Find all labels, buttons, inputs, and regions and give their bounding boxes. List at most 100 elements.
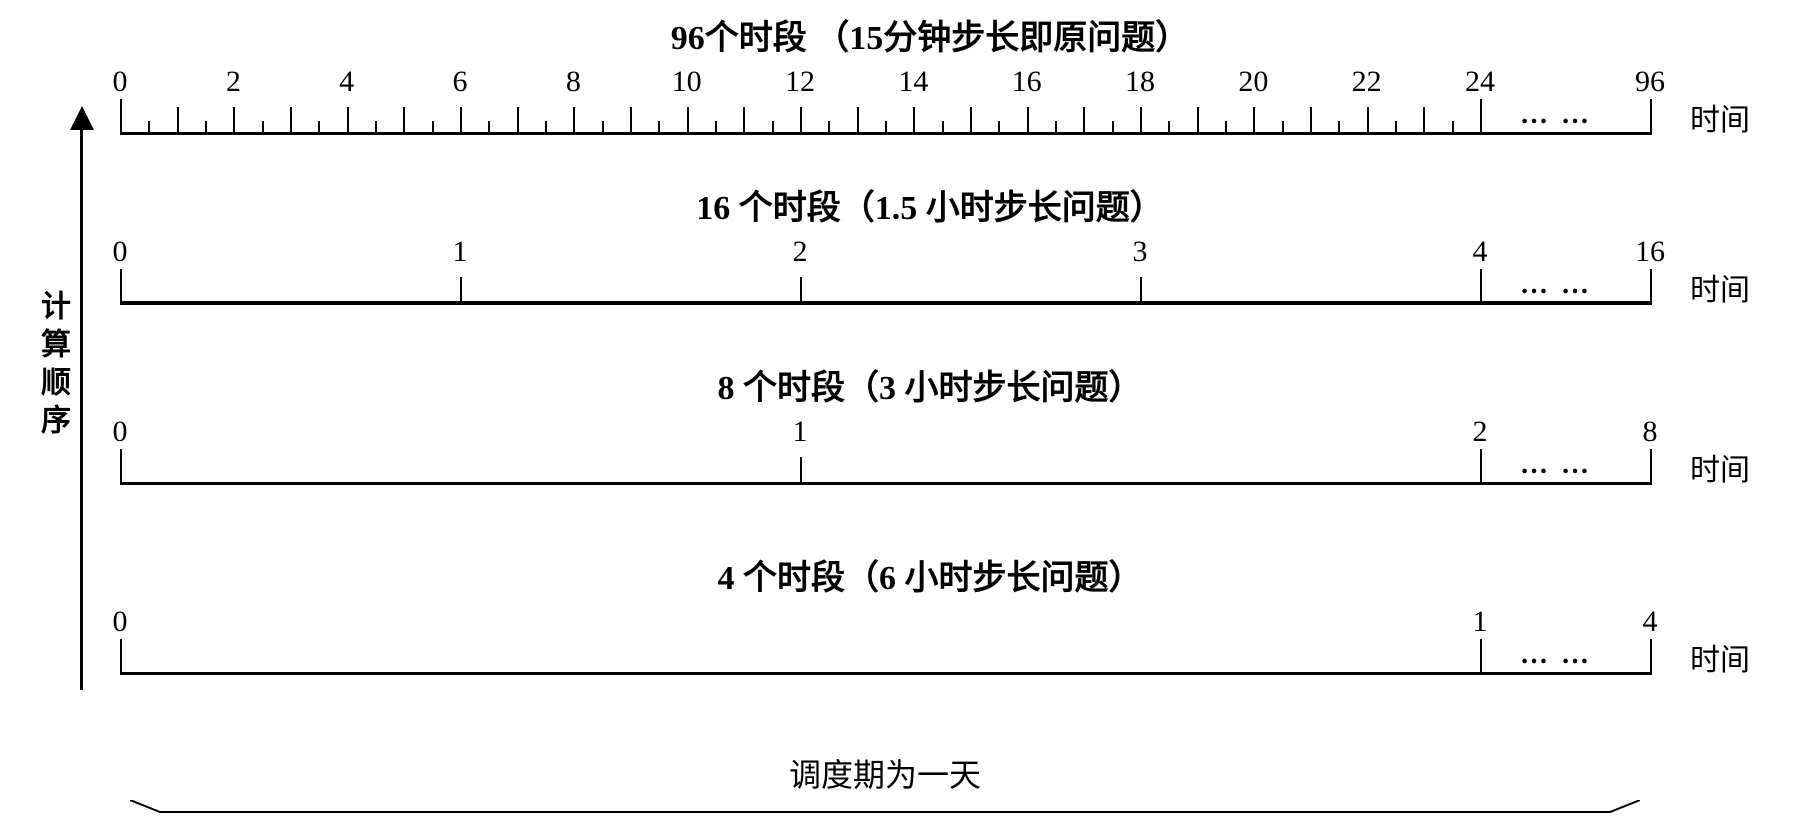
- tick-major: [460, 277, 462, 305]
- tick-label: 14: [898, 65, 928, 99]
- tick-minor: [1225, 121, 1227, 135]
- tick-label: 0: [113, 235, 128, 269]
- bottom-caption: 调度期为一天: [120, 750, 1650, 796]
- axis: 01… …4时间: [120, 605, 1740, 685]
- timeline-row: 16 个时段（1.5 小时步长问题）01234… …16时间: [120, 180, 1740, 315]
- tick-major: [233, 107, 235, 135]
- tick-minor: [998, 121, 1000, 135]
- tick-minor: [205, 121, 207, 135]
- tick-label: 1: [793, 415, 808, 449]
- tick-label: 4: [339, 65, 354, 99]
- tick-label: 16: [1012, 65, 1042, 99]
- row-title: 8 个时段（3 小时步长问题）: [120, 360, 1740, 409]
- axis-caption: 时间: [1690, 95, 1750, 139]
- y-axis-arrow: [80, 110, 83, 690]
- tick-major: [913, 107, 915, 135]
- tick-major: [573, 107, 575, 135]
- tick-end: [1650, 269, 1652, 305]
- axis: 01234… …16时间: [120, 235, 1740, 315]
- tick-minor: [885, 121, 887, 135]
- tick-label: 10: [672, 65, 702, 99]
- tick-minor: [1338, 121, 1340, 135]
- tick-end: [1650, 449, 1652, 485]
- tick-major: [1480, 99, 1482, 135]
- tick-major: [347, 107, 349, 135]
- tick-major: [120, 449, 122, 485]
- tick-minor: [148, 121, 150, 135]
- tick-minor: [772, 121, 774, 135]
- tick-major: [120, 639, 122, 675]
- tick-major: [120, 269, 122, 305]
- tick-minor: [545, 121, 547, 135]
- row-title: 4 个时段（6 小时步长问题）: [120, 550, 1740, 599]
- timeline-row: 4 个时段（6 小时步长问题）01… …4时间: [120, 550, 1740, 685]
- tick-minor: [1168, 121, 1170, 135]
- tick-label: 12: [785, 65, 815, 99]
- ellipsis: … …: [1520, 639, 1592, 671]
- tick-label-end: 4: [1643, 605, 1658, 639]
- tick-major: [403, 107, 405, 135]
- tick-minor: [432, 121, 434, 135]
- tick-major: [630, 107, 632, 135]
- tick-label: 0: [113, 65, 128, 99]
- tick-major: [800, 277, 802, 305]
- row-title: 96个时段 （15分钟步长即原问题）: [120, 10, 1740, 59]
- tick-end: [1650, 639, 1652, 675]
- tick-minor: [318, 121, 320, 135]
- tick-minor: [375, 121, 377, 135]
- axis-caption: 时间: [1690, 445, 1750, 489]
- y-axis-label: 计算顺序: [30, 290, 74, 442]
- tick-major: [290, 107, 292, 135]
- tick-label: 24: [1465, 65, 1495, 99]
- tick-minor: [1055, 121, 1057, 135]
- tick-major: [1480, 449, 1482, 485]
- diagram-root: 计算顺序 96个时段 （15分钟步长即原问题）02468101214161820…: [60, 10, 1780, 820]
- bottom-brace: [130, 800, 1640, 824]
- ellipsis: … …: [1520, 99, 1592, 131]
- tick-label: 22: [1352, 65, 1382, 99]
- timeline-row: 8 个时段（3 小时步长问题）012… …8时间: [120, 360, 1740, 495]
- tick-minor: [828, 121, 830, 135]
- tick-major: [743, 107, 745, 135]
- axis-line: [120, 482, 1650, 485]
- tick-major: [1367, 107, 1369, 135]
- tick-label: 2: [1473, 415, 1488, 449]
- tick-label: 1: [1473, 605, 1488, 639]
- tick-major: [1197, 107, 1199, 135]
- axis-line: [120, 301, 1650, 305]
- tick-major: [800, 107, 802, 135]
- axis: 012… …8时间: [120, 415, 1740, 495]
- tick-major: [1480, 269, 1482, 305]
- tick-minor: [715, 121, 717, 135]
- tick-label: 0: [113, 415, 128, 449]
- tick-minor: [658, 121, 660, 135]
- ellipsis: … …: [1520, 449, 1592, 481]
- tick-major: [177, 107, 179, 135]
- tick-label: 0: [113, 605, 128, 639]
- axis-caption: 时间: [1690, 635, 1750, 679]
- tick-minor: [488, 121, 490, 135]
- tick-label: 3: [1133, 235, 1148, 269]
- tick-label-end: 16: [1635, 235, 1665, 269]
- tick-minor: [1112, 121, 1114, 135]
- tick-major: [120, 99, 122, 135]
- tick-major: [517, 107, 519, 135]
- tick-label: 1: [453, 235, 468, 269]
- tick-major: [800, 457, 802, 485]
- tick-label: 20: [1238, 65, 1268, 99]
- tick-major: [857, 107, 859, 135]
- tick-minor: [1395, 121, 1397, 135]
- tick-label: 6: [453, 65, 468, 99]
- tick-label: 18: [1125, 65, 1155, 99]
- tick-label: 4: [1473, 235, 1488, 269]
- axis: 024681012141618202224… …96时间: [120, 65, 1740, 145]
- tick-label-end: 8: [1643, 415, 1658, 449]
- tick-major: [1083, 107, 1085, 135]
- ellipsis: … …: [1520, 269, 1592, 301]
- tick-major: [1253, 107, 1255, 135]
- tick-end: [1650, 99, 1652, 135]
- tick-major: [1140, 107, 1142, 135]
- tick-major: [1140, 277, 1142, 305]
- tick-major: [1480, 639, 1482, 675]
- tick-minor: [1452, 121, 1454, 135]
